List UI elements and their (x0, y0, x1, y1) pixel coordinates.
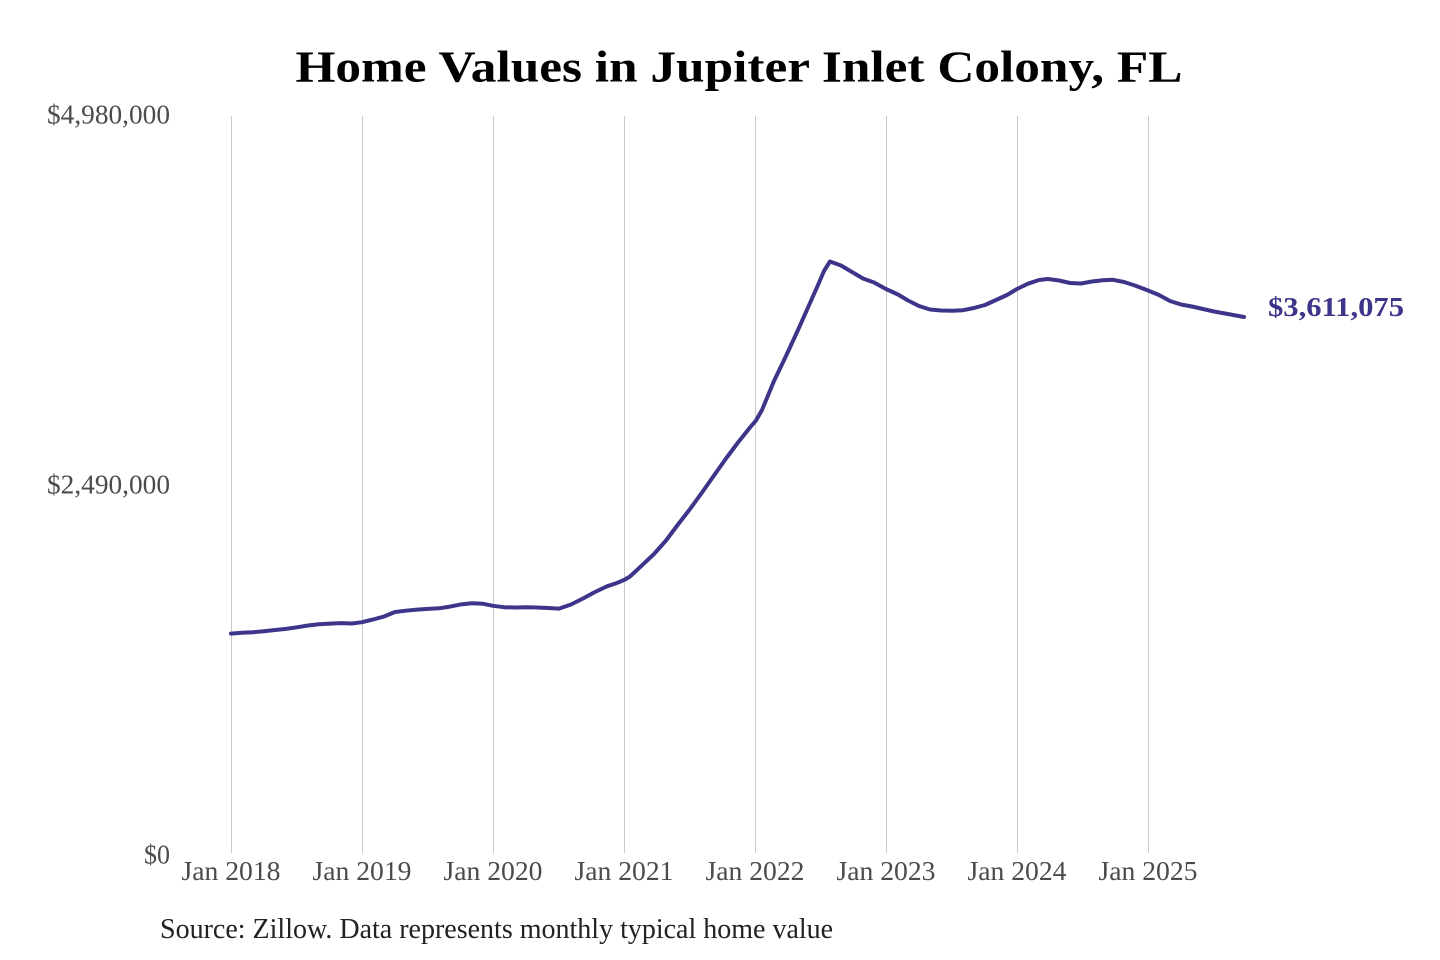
svg-text:Home Values in Jupiter Inlet C: Home Values in Jupiter Inlet Colony, FL (296, 43, 1183, 92)
svg-text:Source: Zillow. Data represent: Source: Zillow. Data represents monthly … (160, 914, 833, 945)
svg-text:Jan 2020: Jan 2020 (444, 856, 543, 886)
svg-text:$2,490,000: $2,490,000 (47, 470, 170, 500)
svg-text:Jan 2022: Jan 2022 (706, 856, 805, 886)
svg-text:Jan 2024: Jan 2024 (968, 856, 1068, 886)
svg-text:Jan 2019: Jan 2019 (313, 856, 412, 886)
svg-text:Jan 2018: Jan 2018 (182, 856, 281, 886)
svg-text:$3,611,075: $3,611,075 (1268, 292, 1404, 322)
svg-text:Jan 2025: Jan 2025 (1099, 856, 1198, 886)
svg-text:$0: $0 (144, 840, 170, 870)
svg-text:Jan 2023: Jan 2023 (837, 856, 936, 886)
svg-text:Jan 2021: Jan 2021 (575, 856, 674, 886)
svg-text:$4,980,000: $4,980,000 (47, 100, 170, 130)
